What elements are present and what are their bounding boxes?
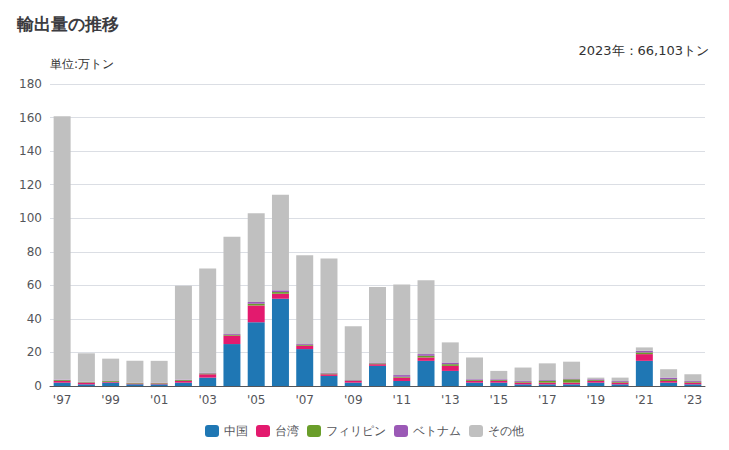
svg-text:80: 80: [27, 245, 42, 259]
svg-text:'17: '17: [538, 393, 557, 407]
svg-text:40: 40: [27, 312, 42, 326]
svg-text:'07: '07: [295, 393, 314, 407]
svg-text:'97: '97: [53, 393, 72, 407]
svg-text:台湾: 台湾: [275, 424, 299, 438]
svg-text:単位:万トン: 単位:万トン: [50, 57, 114, 71]
svg-text:'19: '19: [587, 393, 606, 407]
svg-text:20: 20: [27, 345, 42, 359]
svg-text:'15: '15: [490, 393, 509, 407]
svg-text:100: 100: [19, 211, 42, 225]
svg-text:140: 140: [19, 144, 42, 158]
svg-text:'03: '03: [198, 393, 217, 407]
svg-text:'01: '01: [150, 393, 169, 407]
svg-text:'99: '99: [101, 393, 120, 407]
svg-text:'09: '09: [344, 393, 363, 407]
svg-text:輸出量の推移: 輸出量の推移: [16, 14, 119, 34]
svg-text:'23: '23: [684, 393, 703, 407]
svg-text:'11: '11: [392, 393, 411, 407]
svg-text:'21: '21: [635, 393, 654, 407]
svg-text:'05: '05: [247, 393, 266, 407]
svg-text:2023年：66,103トン: 2023年：66,103トン: [578, 43, 709, 58]
svg-text:0: 0: [34, 379, 42, 393]
svg-text:120: 120: [19, 178, 42, 192]
svg-text:中国: 中国: [224, 424, 248, 438]
svg-text:60: 60: [27, 278, 42, 292]
svg-text:'13: '13: [441, 393, 460, 407]
svg-text:フィリピン: フィリピン: [326, 424, 386, 438]
svg-text:その他: その他: [488, 424, 524, 438]
svg-text:ベトナム: ベトナム: [413, 424, 461, 438]
svg-text:180: 180: [19, 77, 42, 91]
svg-text:160: 160: [19, 111, 42, 125]
